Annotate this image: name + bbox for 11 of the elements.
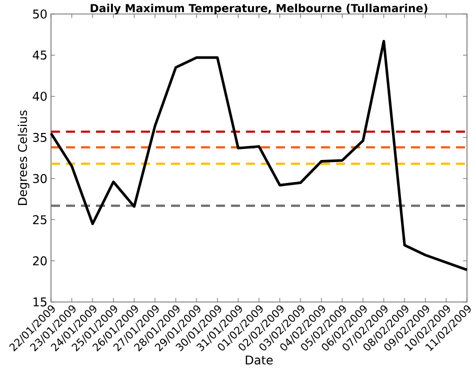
y-tick-label: 50 [33, 9, 47, 19]
y-axis-title: Degrees Celsius [18, 110, 30, 205]
y-tick-label: 20 [33, 256, 47, 266]
y-tick-label: 35 [33, 132, 46, 142]
x-axis-title: Date [246, 356, 273, 365]
y-tick-label: 25 [33, 215, 46, 224]
y-tick-label: 15 [34, 298, 46, 306]
y-tick-label: 45 [32, 50, 46, 60]
chart-title: Daily Maximum Temperature, Melbourne (Tullamarine) [90, 4, 428, 14]
y-tick-label: 30 [33, 174, 47, 184]
y-tick-label: 40 [32, 92, 47, 101]
